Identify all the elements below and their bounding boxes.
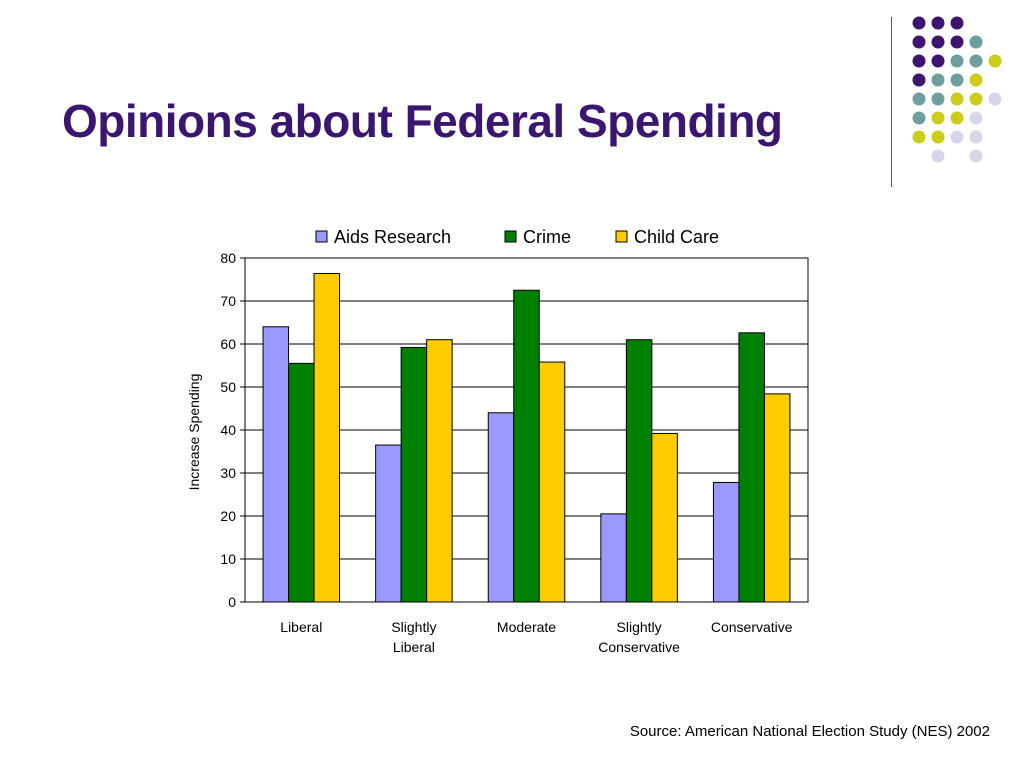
decorative-dot [988, 54, 1002, 68]
y-tick-label: 70 [220, 293, 236, 309]
decorative-dot-grid [912, 16, 1002, 163]
decorative-dot [969, 149, 983, 163]
decorative-dot [969, 111, 983, 125]
bar-crime [738, 332, 765, 603]
bar-crime [400, 346, 428, 603]
source-note: Source: American National Election Study… [629, 723, 990, 740]
decorative-dot [950, 35, 964, 49]
decorative-dot [931, 149, 945, 163]
decorative-dot [969, 54, 983, 68]
legend-swatch [315, 230, 328, 243]
decorative-dot [950, 92, 964, 106]
decorative-dot [969, 35, 983, 49]
legend-label: Aids Research [334, 227, 451, 247]
bar-aids-research [375, 444, 402, 603]
bar-crime [625, 339, 653, 603]
decorative-dot [931, 73, 945, 87]
y-tick-label: 10 [220, 551, 236, 567]
decorative-dot [969, 92, 983, 106]
y-axis-label: Increase Spending [186, 374, 202, 491]
decorative-dot [950, 54, 964, 68]
bar-aids-research [487, 412, 515, 603]
legend-label: Child Care [634, 227, 719, 247]
decorative-dot [912, 130, 926, 144]
x-tick-label: Moderate [497, 619, 556, 635]
decorative-dot [912, 111, 926, 125]
decorative-dot [931, 92, 945, 106]
y-tick-label: 20 [220, 508, 236, 524]
decorative-dot [912, 92, 926, 106]
x-tick-label: Liberal [280, 619, 322, 635]
legend-swatch [504, 230, 517, 243]
decorative-dot [912, 16, 926, 30]
y-tick-label: 40 [220, 422, 236, 438]
decorative-dot [931, 130, 945, 144]
x-tick-label: Slightly Conservative [598, 619, 680, 655]
bar-child-care [313, 272, 341, 603]
bar-aids-research [262, 326, 290, 603]
bar-child-care [763, 393, 791, 603]
decorative-dot [969, 130, 983, 144]
title-divider [891, 17, 892, 187]
bar-crime [513, 289, 540, 603]
y-tick-label: 50 [220, 379, 236, 395]
slide-title: Opinions about Federal Spending [62, 95, 783, 147]
decorative-dot [950, 111, 964, 125]
y-tick-label: 80 [220, 250, 236, 266]
decorative-dot [931, 16, 945, 30]
decorative-dot [988, 92, 1002, 106]
decorative-dot [931, 111, 945, 125]
bar-chart: 0 10 20 30 40 50 60 70 80 Liberal Slightly Liberal M… [186, 227, 809, 655]
y-tick-label: 30 [220, 465, 236, 481]
legend-label: Crime [523, 227, 571, 247]
decorative-dot [950, 130, 964, 144]
y-tick-label: 60 [220, 336, 236, 352]
decorative-dot [912, 35, 926, 49]
bar-aids-research [600, 513, 627, 603]
bar-child-care [426, 339, 453, 603]
x-tick-label: Conservative [711, 619, 793, 635]
decorative-dot [912, 73, 926, 87]
bar-child-care [538, 361, 566, 603]
decorative-dot [950, 73, 964, 87]
decorative-dot [950, 16, 964, 30]
decorative-dot [931, 35, 945, 49]
bar-aids-research [712, 481, 740, 603]
x-tick-label: Slightly Liberal [391, 619, 436, 655]
plot-frame [244, 257, 809, 603]
decorative-dot [931, 54, 945, 68]
bar-crime [288, 362, 315, 603]
bar-child-care [651, 432, 678, 603]
y-tick-label: 0 [228, 594, 236, 610]
decorative-dot [912, 54, 926, 68]
legend-swatch [615, 230, 628, 243]
decorative-dot [969, 73, 983, 87]
